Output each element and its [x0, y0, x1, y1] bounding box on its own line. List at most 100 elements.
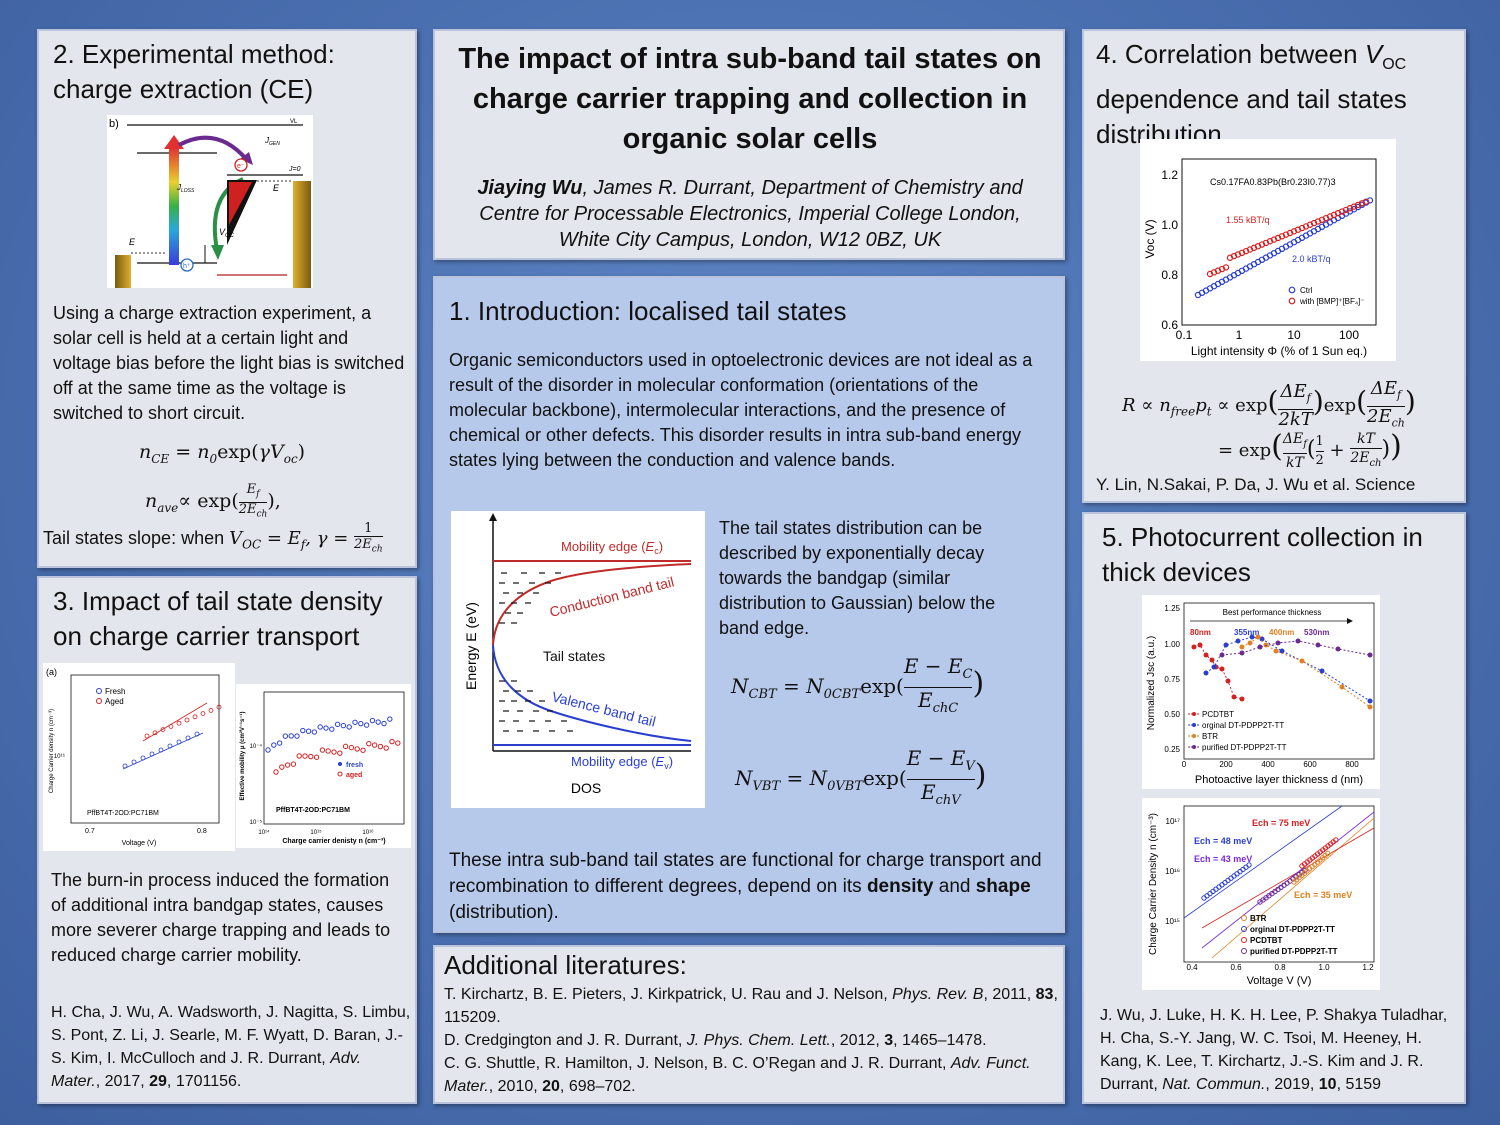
- data-point: [168, 724, 174, 729]
- data-point: [1211, 664, 1217, 670]
- data-point: [1367, 704, 1373, 710]
- ytick-0: 1.2: [1161, 168, 1178, 182]
- xtick-3: 100: [1339, 328, 1359, 342]
- data-point: [308, 753, 314, 760]
- xtick-1: 1: [1236, 328, 1243, 342]
- ech-75-label: Ech = 75 meV: [1252, 818, 1310, 828]
- x-axis-label: Photoactive layer thickness d (nm): [1195, 774, 1363, 786]
- xtick-2: 10¹⁶: [362, 829, 374, 836]
- ytick-2: 10¹⁵: [1165, 917, 1180, 926]
- mobility-edge-c-label: Mobility edge (Ec): [561, 539, 663, 556]
- y-arrow-icon: [489, 513, 497, 521]
- data-point: [363, 722, 370, 728]
- vl-label: VL: [290, 119, 298, 125]
- density-voltage-chart: Ech = 75 meV Ech = 48 meV Ech = 43 meV E…: [1142, 798, 1380, 990]
- legend-marker: [1241, 948, 1247, 954]
- data-point: [395, 740, 401, 746]
- data-point: [1275, 640, 1281, 646]
- legend-pcdtbt: PCDTBT: [1202, 710, 1234, 719]
- ech-48-label: Ech = 48 meV: [1194, 836, 1252, 846]
- tag-80nm: 80nm: [1190, 628, 1211, 637]
- legend-aged: Aged: [105, 697, 124, 706]
- xtick-0: 0: [1182, 760, 1187, 769]
- legend-marker: [1241, 937, 1247, 943]
- data-point: [334, 721, 341, 728]
- data-point: [144, 733, 150, 739]
- voc-light-intensity-chart: 1.2 1.0 0.8 0.6 0.1 1 10 100 Light inten…: [1140, 139, 1396, 361]
- absorption-arrow: [169, 147, 179, 265]
- series-group: [1191, 634, 1373, 710]
- legend-ctrl: Ctrl: [1300, 286, 1313, 295]
- data-point: [152, 730, 158, 736]
- legend-fresh-marker: [96, 688, 102, 694]
- legend-aged-marker: [96, 698, 102, 704]
- legend-ctrl-marker: [1288, 286, 1296, 294]
- data-point: [1219, 666, 1225, 672]
- xtick-1: 200: [1219, 760, 1233, 769]
- data-point: [1223, 642, 1229, 648]
- series-group: [1183, 805, 1375, 959]
- xtick-0: 10¹⁴: [258, 829, 270, 836]
- ytick-0: 10¹⁷: [1166, 817, 1181, 826]
- mobility-density-chart: 10⁻⁴ 10⁻⁵ 10¹⁴ 10¹⁵ 10¹⁶ Charge carrier …: [236, 684, 411, 848]
- section-introduction: 1. Introduction: localised tail states O…: [433, 276, 1065, 933]
- section-1-title: 1. Introduction: localised tail states: [449, 296, 847, 326]
- data-point: [294, 733, 300, 739]
- xtick-2: 0.8: [1274, 963, 1286, 972]
- data-point: [160, 727, 166, 732]
- data-point: [1239, 644, 1245, 650]
- x-axis-label: DOS: [571, 780, 601, 796]
- section-voc-correlation: 4. Correlation between VOC dependence an…: [1082, 29, 1466, 503]
- ytick-4: 0.25: [1164, 745, 1180, 754]
- legend: BTR orginal DT-PDPP2T-TT PCDTBT purified…: [1241, 914, 1338, 956]
- data-point: [1279, 648, 1285, 654]
- ytick-1: 1.00: [1164, 640, 1180, 649]
- data-point: [340, 722, 347, 729]
- conduction-band-tail-curve: [492, 563, 692, 646]
- data-point: [1203, 670, 1209, 676]
- section-photocurrent-collection: 5. Photocurrent collection in thick devi…: [1082, 512, 1466, 1104]
- section-2-title: 2. Experimental method: charge extractio…: [53, 39, 335, 104]
- data-point: [265, 747, 271, 753]
- data-point: [1367, 652, 1373, 658]
- title-panel: The impact of intra sub-band tail states…: [433, 29, 1065, 260]
- j0-label: J=0: [288, 166, 301, 173]
- ref-item: C. G. Shuttle, R. Hamilton, J. Nelson, B…: [444, 1055, 1031, 1095]
- data-point: [300, 727, 306, 734]
- section-5-title: 5. Photocurrent collection in thick devi…: [1102, 522, 1423, 587]
- fig-3a-label: (a): [46, 667, 57, 677]
- x-axis-label: Voltage (V): [122, 840, 157, 847]
- data-point: [276, 740, 283, 746]
- jgen-label: JGEN: [264, 136, 280, 147]
- data-point: [1255, 634, 1261, 640]
- data-point: [383, 745, 389, 751]
- data-point: [325, 748, 331, 754]
- legend-fresh: Fresh: [105, 687, 125, 696]
- legend: PCDTBT orginal DT-PDPP2T-TT BTR purified…: [1188, 710, 1287, 752]
- data-point: [377, 743, 384, 750]
- legend-pcdtbt: PCDTBT: [1250, 936, 1283, 945]
- xtick-1: 0.8: [197, 828, 207, 835]
- xtick-4: 800: [1345, 760, 1359, 769]
- legend-fresh: fresh: [346, 762, 363, 769]
- fit-line: [1211, 817, 1375, 959]
- data-point: [348, 744, 355, 751]
- hole-label: h⁺: [183, 263, 191, 270]
- ytick-2: 0.8: [1161, 268, 1178, 282]
- data-point: [1239, 650, 1245, 656]
- data-point: [192, 714, 198, 720]
- data-point: [313, 754, 320, 760]
- equation-recombination: R ∝ nfreept ∝ exp(ΔEf 2kT)exp(ΔEf 2Ech): [1122, 378, 1416, 430]
- section-3-title: 3. Impact of tail state density on charg…: [53, 586, 383, 651]
- data-point: [1259, 636, 1265, 642]
- data-point: [1247, 640, 1253, 646]
- x-axis-label: Charge carrier denisty n (cm⁻³): [282, 838, 385, 845]
- ref-item: T. Kirchartz, B. E. Pieters, J. Kirkpatr…: [444, 986, 1058, 1026]
- data-point: [1231, 694, 1237, 700]
- series-group: [265, 716, 401, 775]
- data-point: [1339, 684, 1345, 690]
- ytick: 10¹⁶: [54, 753, 66, 760]
- xtick-3: 1.0: [1318, 963, 1330, 972]
- xtick-0: 0.7: [85, 828, 95, 835]
